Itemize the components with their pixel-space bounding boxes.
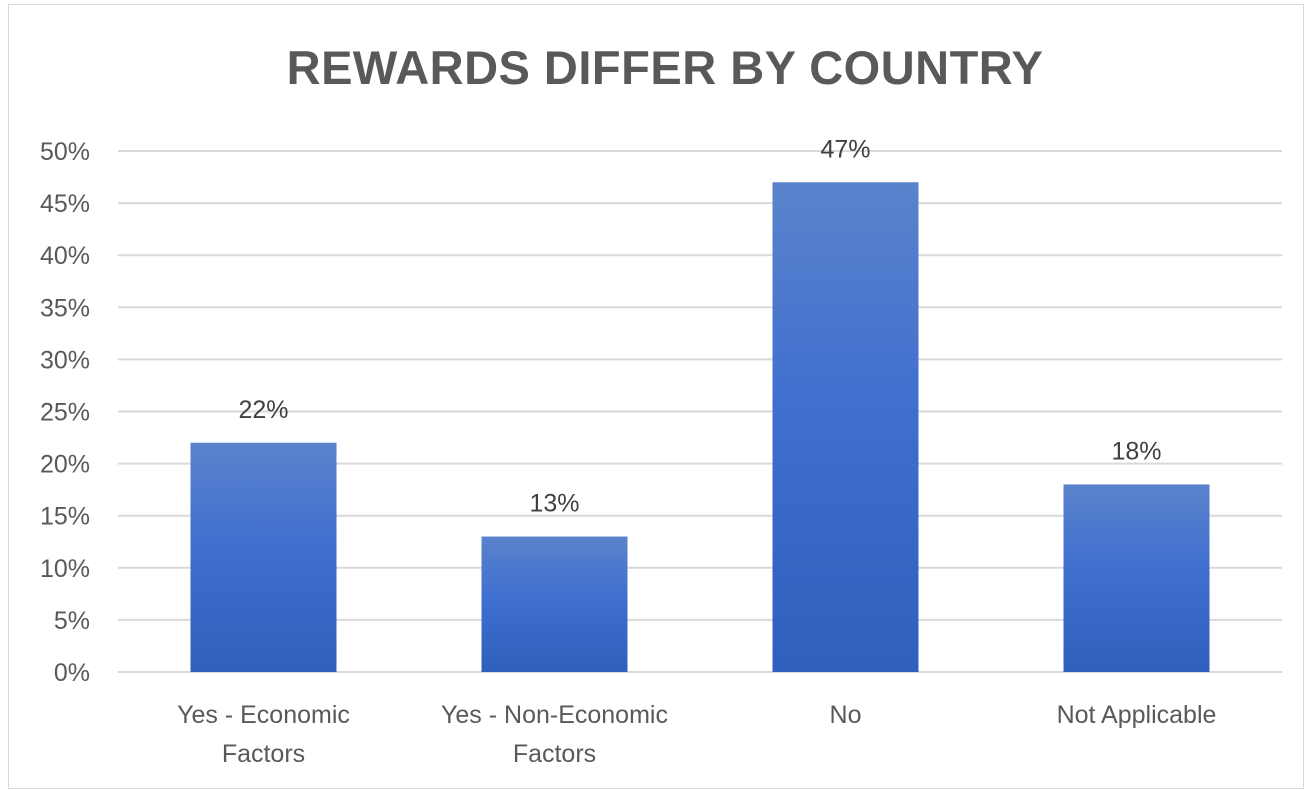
bar xyxy=(1063,484,1210,672)
bar xyxy=(190,442,337,672)
category-label: Not Applicable xyxy=(1057,701,1217,729)
y-tick-label: 20% xyxy=(40,451,90,479)
data-labels: 22% 13% 47% 18% xyxy=(238,135,1161,517)
y-tick-label: 50% xyxy=(40,138,90,166)
category-label: Factors xyxy=(513,740,596,768)
category-labels: Yes - Economic Factors Yes - Non-Economic F… xyxy=(177,701,1216,768)
category-label: Factors xyxy=(222,740,305,768)
y-tick-label: 40% xyxy=(40,242,90,270)
y-tick-label: 35% xyxy=(40,294,90,322)
bar xyxy=(772,182,919,672)
chart-title: REWARDS DIFFER BY COUNTRY xyxy=(286,41,1044,94)
data-label: 18% xyxy=(1111,437,1161,465)
y-tick-label: 10% xyxy=(40,555,90,583)
y-tick-label: 0% xyxy=(54,659,90,687)
bars xyxy=(190,182,1210,672)
data-label: 47% xyxy=(820,135,870,163)
y-tick-label: 15% xyxy=(40,503,90,531)
y-tick-label: 30% xyxy=(40,346,90,374)
y-tick-label: 5% xyxy=(54,607,90,635)
category-label: Yes - Economic xyxy=(177,701,350,729)
data-label: 13% xyxy=(529,490,579,518)
bar xyxy=(481,536,628,672)
category-label: No xyxy=(830,701,862,729)
y-tick-label: 25% xyxy=(40,399,90,427)
y-axis-ticks: 0% 5% 10% 15% 20% 25% 30% 35% 40% 45% 50% xyxy=(40,138,90,687)
data-label: 22% xyxy=(238,396,288,424)
y-tick-label: 45% xyxy=(40,190,90,218)
category-label: Yes - Non-Economic xyxy=(441,701,668,729)
